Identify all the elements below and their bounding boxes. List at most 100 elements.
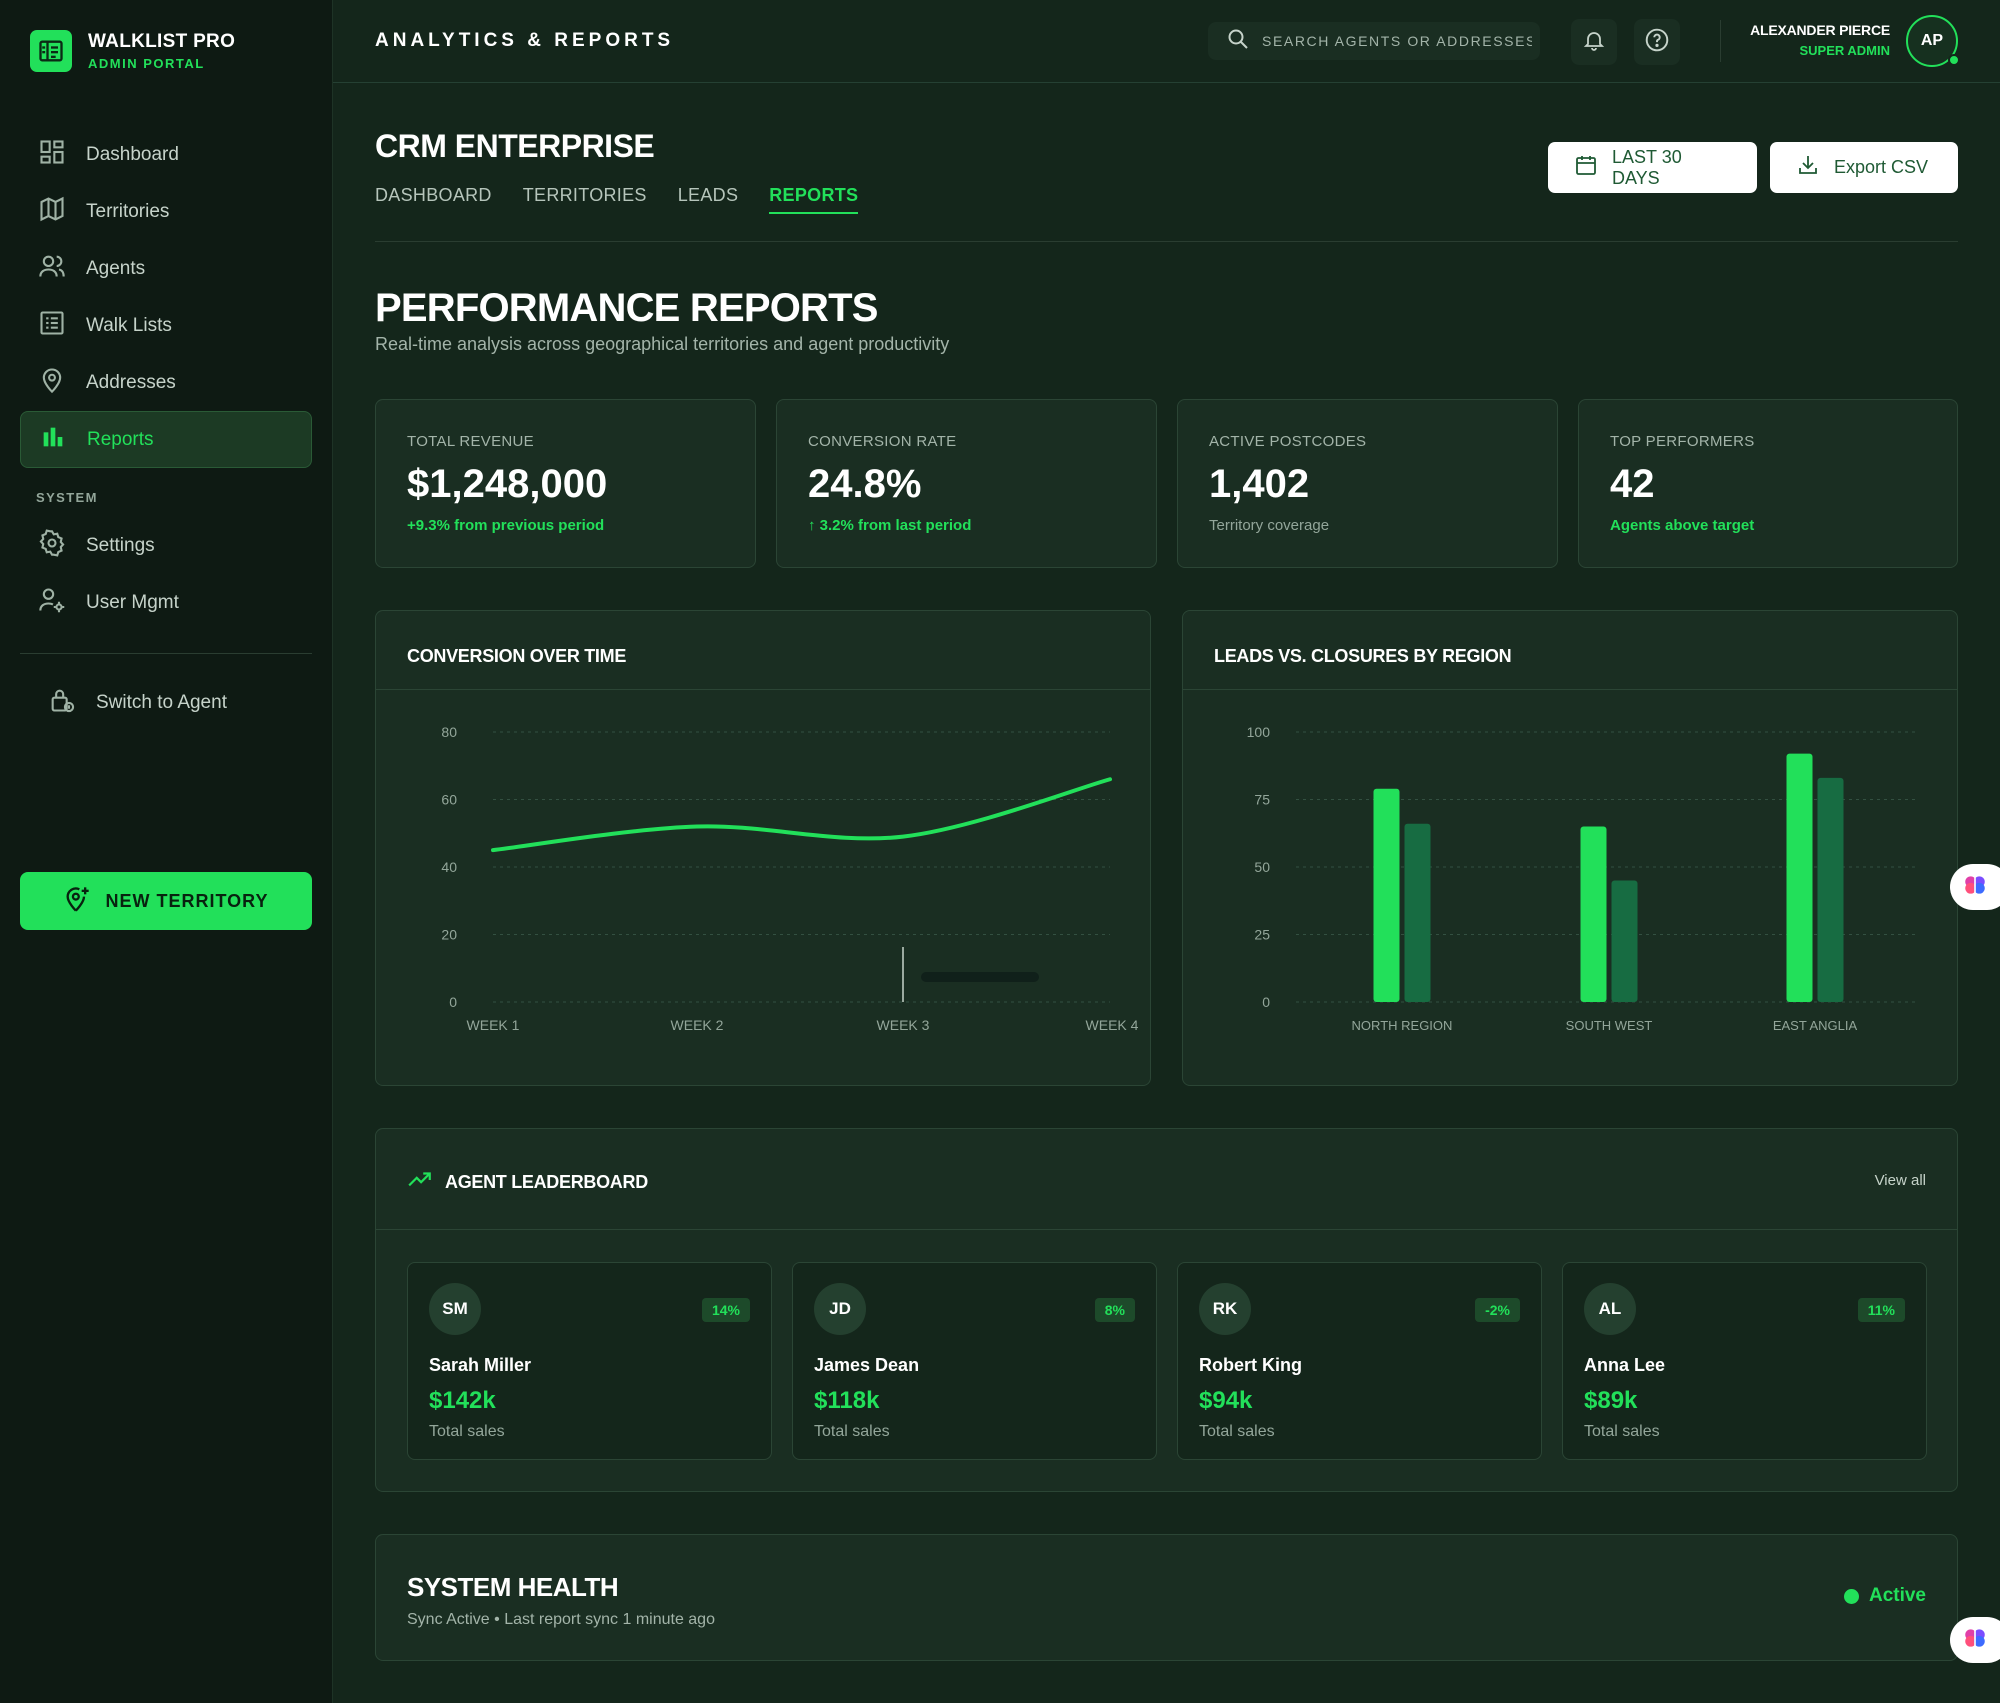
leads-closures-bar-chart: 0 25 50 75 100 NORTH REGION SOUTH WEST EAST ANG…	[1247, 724, 1917, 1033]
switch-to-agent-button[interactable]: Switch to Agent	[20, 678, 312, 728]
system-health-title: SYSTEM HEALTH	[407, 1572, 619, 1602]
stat-card-top-performers: TOP PERFORMERS 42 Agents above target	[1578, 399, 1958, 568]
floating-assistant-button[interactable]	[1950, 864, 2000, 910]
conversion-chart-card: CONVERSION OVER TIME 0 20 40 60 80 WEEK 1 WEEK…	[375, 610, 1151, 1086]
x-tick-label: NORTH REGION	[1352, 1018, 1453, 1033]
online-status-dot	[1948, 54, 1960, 66]
sidebar-item-user-mgmt[interactable]: User Mgmt	[20, 574, 312, 631]
search-bar[interactable]	[1208, 22, 1540, 60]
user-role: SUPER ADMIN	[1799, 43, 1890, 58]
x-tick-label: WEEK 4	[1086, 1017, 1139, 1033]
agent-name: James Dean	[814, 1355, 920, 1375]
sidebar-item-dashboard[interactable]: Dashboard	[20, 126, 312, 183]
leaderboard-title: AGENT LEADERBOARD	[445, 1172, 648, 1192]
bar-chart-icon	[39, 423, 67, 457]
sidebar-item-agents[interactable]: Agents	[20, 240, 312, 297]
brand-title: WALKLIST PRO	[88, 31, 236, 52]
sidebar-divider	[20, 653, 312, 654]
stat-label: TOP PERFORMERS	[1610, 433, 1755, 450]
leaderboard-header: AGENT LEADERBOARD	[407, 1167, 648, 1198]
agent-name: Robert King	[1199, 1355, 1302, 1375]
stat-label: ACTIVE POSTCODES	[1209, 433, 1367, 450]
export-csv-label: Export CSV	[1834, 157, 1929, 177]
crm-title: CRM ENTERPRISE	[375, 128, 655, 164]
switch-to-agent-label: Switch to Agent	[96, 692, 227, 713]
tab-territories[interactable]: TERRITORIES	[522, 185, 647, 205]
stat-value: $1,248,000	[407, 462, 608, 506]
agent-card[interactable]: JD 8% James Dean $118k Total sales	[792, 1262, 1157, 1460]
x-tick-label: WEEK 2	[671, 1017, 724, 1033]
brand-subtitle: ADMIN PORTAL	[88, 56, 205, 71]
agent-avatar: SM	[429, 1283, 481, 1335]
help-icon	[1644, 27, 1670, 58]
stat-card-total-revenue: TOTAL REVENUE $1,248,000 +9.3% from prev…	[375, 399, 756, 568]
stat-note: Agents above target	[1610, 517, 1755, 534]
sidebar-item-addresses[interactable]: Addresses	[20, 354, 312, 411]
agent-sales-caption: Total sales	[1199, 1423, 1275, 1440]
users-icon	[38, 252, 66, 286]
x-tick-label: WEEK 1	[467, 1017, 520, 1033]
calendar-icon	[1574, 153, 1598, 182]
system-health-status: Active	[1843, 1585, 1926, 1607]
brain-icon	[1962, 872, 1988, 903]
tab-dashboard[interactable]: DASHBOARD	[375, 185, 492, 205]
y-tick-label: 20	[441, 927, 457, 943]
sidebar-item-label: Reports	[87, 428, 154, 450]
help-button[interactable]	[1634, 19, 1680, 65]
new-territory-button[interactable]: NEW TERRITORY	[20, 872, 312, 930]
export-csv-button[interactable]: Export CSV	[1770, 142, 1958, 193]
leads-closures-chart-card: LEADS VS. CLOSURES BY REGION 0 25 50 75 100 N…	[1182, 610, 1958, 1086]
brand[interactable]: WALKLIST PRO ADMIN PORTAL	[30, 30, 235, 72]
y-tick-label: 60	[441, 792, 457, 808]
chart-title: CONVERSION OVER TIME	[407, 646, 627, 666]
agent-avatar: RK	[1199, 1283, 1251, 1335]
status-dot	[1843, 1588, 1859, 1604]
agent-change-badge: 8%	[1094, 1298, 1135, 1322]
agent-name: Sarah Miller	[429, 1355, 532, 1375]
sidebar-item-reports[interactable]: Reports	[20, 411, 312, 468]
chart-header-divider	[1183, 689, 1957, 690]
stat-label: CONVERSION RATE	[808, 433, 957, 450]
map-icon	[38, 195, 66, 229]
agent-avatar: JD	[814, 1283, 866, 1335]
agent-card[interactable]: AL 11% Anna Lee $89k Total sales	[1562, 1262, 1927, 1460]
sidebar-item-settings[interactable]: Settings	[20, 517, 312, 574]
header-separator	[1720, 20, 1721, 62]
view-all-link[interactable]: View all	[1874, 1172, 1926, 1189]
search-input[interactable]	[1262, 33, 1532, 49]
tab-leads[interactable]: LEADS	[677, 185, 739, 205]
sidebar-item-label: Walk Lists	[86, 314, 172, 336]
tab-reports[interactable]: REPORTS	[769, 185, 859, 214]
status-label: Active	[1868, 1585, 1926, 1606]
bar	[1817, 777, 1844, 1002]
brain-icon	[1962, 1625, 1988, 1656]
sidebar-item-label: Agents	[86, 257, 146, 279]
bar	[1580, 826, 1607, 1002]
sidebar-item-territories[interactable]: Territories	[20, 183, 312, 240]
sidebar-item-walk-lists[interactable]: Walk Lists	[20, 297, 312, 354]
y-tick-label: 50	[1254, 859, 1270, 875]
y-tick-label: 25	[1254, 927, 1270, 943]
page-subtitle: Real-time analysis across geographical t…	[375, 334, 950, 354]
stat-card-conversion-rate: CONVERSION RATE 24.8% ↑ 3.2% from last p…	[776, 399, 1157, 568]
agent-change-badge: 14%	[701, 1298, 750, 1322]
new-territory-label: NEW TERRITORY	[105, 890, 269, 911]
stat-note: Territory coverage	[1209, 517, 1330, 534]
agent-leaderboard-card: AGENT LEADERBOARD View all SM 14% Sarah …	[375, 1128, 1958, 1492]
chart-header-divider	[376, 689, 1150, 690]
page-title: PERFORMANCE REPORTS	[375, 286, 878, 330]
location-pin-icon	[38, 366, 66, 400]
agent-card[interactable]: RK -2% Robert King $94k Total sales	[1177, 1262, 1542, 1460]
bar	[1404, 823, 1431, 1002]
trending-up-icon	[407, 1167, 433, 1198]
notifications-button[interactable]	[1571, 19, 1617, 65]
series-line	[491, 777, 1112, 853]
y-tick-label: 75	[1254, 792, 1270, 808]
system-health-subtitle: Sync Active • Last report sync 1 minute …	[407, 1611, 715, 1628]
agent-card[interactable]: SM 14% Sarah Miller $142k Total sales	[407, 1262, 772, 1460]
y-tick-label: 40	[441, 859, 457, 875]
date-range-button[interactable]: LAST 30 DAYS	[1548, 142, 1757, 193]
stat-value: 24.8%	[808, 462, 922, 506]
agent-change-badge: -2%	[1475, 1298, 1520, 1322]
floating-assistant-button[interactable]	[1950, 1617, 2000, 1663]
